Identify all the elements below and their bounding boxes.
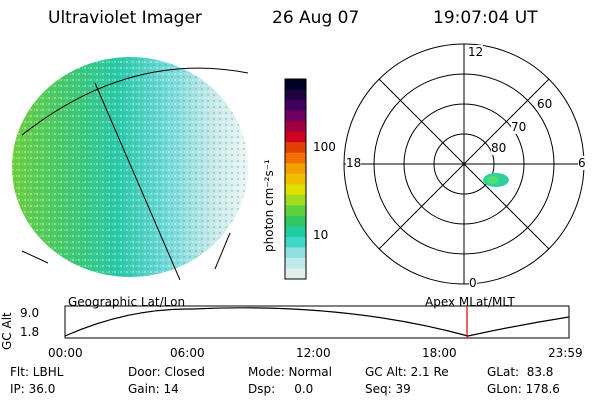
gc-alt-xtick-4: 23:59: [548, 346, 583, 360]
colorbar-segment: [285, 184, 306, 196]
colorbar-segment: [285, 110, 306, 122]
colorbar-segment: [285, 247, 306, 259]
colorbar-segment: [285, 226, 306, 238]
colorbar-tick-10: 10: [313, 228, 329, 242]
info-glon: GLon: 178.6: [487, 382, 560, 396]
colorbar-segment: [285, 215, 306, 227]
gc-alt-plot: [64, 305, 570, 339]
gc-alt-ytick-low: 1.8: [20, 325, 40, 339]
gc-alt-ylabel: GC Alt: [0, 312, 14, 350]
colorbar-segment: [285, 121, 306, 133]
info-door: Door: Closed: [128, 365, 205, 379]
info-filter: Flt: LBHL: [10, 365, 64, 379]
colorbar-tick-100: 100: [313, 140, 336, 154]
info-mode: Mode: Normal: [248, 365, 332, 379]
colorbar-segment: [285, 257, 306, 269]
colorbar-segment: [285, 152, 306, 164]
info-seq: Seq: 39: [365, 382, 411, 396]
date-label: 26 Aug 07: [272, 8, 360, 28]
info-gain: Gain: 14: [128, 382, 179, 396]
time-label: 19:07:04 UT: [433, 8, 538, 28]
colorbar-segment: [285, 79, 306, 91]
mlt-label-18: 18: [346, 156, 362, 170]
lat-label-80: 80: [491, 141, 507, 155]
gc-alt-xtick-0: 00:00: [48, 346, 83, 360]
mlt-label-0: 0: [469, 276, 477, 290]
gc-alt-xtick-1: 06:00: [170, 346, 205, 360]
colorbar: [284, 78, 307, 280]
colorbar-segment: [285, 236, 306, 248]
longitude-line: [94, 82, 181, 281]
colorbar-segment: [285, 163, 306, 175]
info-gc-alt: GC Alt: 2.1 Re: [365, 365, 449, 379]
gc-alt-ytick-high: 9.0: [20, 306, 40, 320]
instrument-title: Ultraviolet Imager: [48, 8, 202, 28]
colorbar-segment: [285, 131, 306, 143]
info-glat: GLat: 83.8: [487, 365, 554, 379]
info-dsp: Dsp: 0.0: [248, 382, 314, 396]
colorbar-segment: [285, 268, 306, 280]
colorbar-segment: [285, 205, 306, 217]
colorbar-segment: [285, 173, 306, 185]
lat-label-70: 70: [511, 120, 527, 134]
colorbar-label: photon cm⁻²s⁻¹: [262, 159, 276, 252]
colorbar-segment: [285, 194, 306, 206]
gc-alt-xtick-3: 18:00: [422, 346, 457, 360]
gc-alt-curve: [64, 307, 570, 337]
colorbar-segment: [285, 89, 306, 101]
colorbar-segment: [285, 142, 306, 154]
latitude-arc: [21, 67, 249, 136]
lat-label-60: 60: [537, 97, 553, 111]
info-ip: IP: 36.0: [10, 382, 56, 396]
polar-plot: [343, 43, 585, 285]
mlt-label-6: 6: [578, 156, 586, 170]
gc-alt-xtick-2: 12:00: [296, 346, 331, 360]
mlt-label-12: 12: [468, 45, 484, 59]
geographic-image: [12, 57, 249, 281]
colorbar-segment: [285, 100, 306, 112]
